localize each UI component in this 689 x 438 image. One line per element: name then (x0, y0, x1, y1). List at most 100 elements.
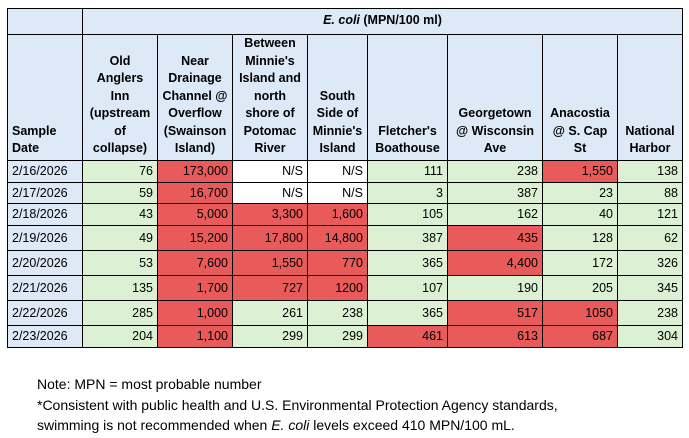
note-organism: E. coli (271, 417, 310, 433)
table-row: 2/22/2026 285 1,000 261 238 365 517 1050 238 (7, 299, 683, 326)
sample-date-cell: 2/19/2026 (7, 224, 83, 251)
ecoli-value-cell: 687 (542, 324, 618, 348)
column-header: Between Minnie's Island and north shore … (232, 34, 308, 161)
ecoli-value-cell: 365 (367, 249, 448, 276)
table-row: 2/19/2026 49 15,200 17,800 14,800 387 435 128 62 (7, 224, 683, 251)
ecoli-value-cell: 326 (617, 249, 683, 276)
ecoli-value-cell: 1,700 (157, 274, 233, 301)
ecoli-value-cell: 1,550 (542, 159, 618, 183)
sample-date-cell: 2/22/2026 (7, 299, 83, 326)
ecoli-value-cell: 111 (367, 159, 448, 183)
ecoli-value-cell: 53 (82, 249, 158, 276)
ecoli-value-cell: 387 (367, 224, 448, 251)
ecoli-value-cell: 238 (447, 159, 543, 183)
column-header: Fletcher's Boathouse (367, 34, 448, 161)
ecoli-value-cell: 23 (542, 181, 618, 204)
table-row: 2/23/2026 204 1,100 299 299 461 613 687 304 (7, 324, 683, 348)
ecoli-value-cell: 770 (307, 249, 368, 276)
sample-date-cell: 2/16/2026 (7, 159, 83, 183)
ecoli-value-cell: 1,000 (157, 299, 233, 326)
ecoli-value-cell: 16,700 (157, 181, 233, 204)
ecoli-value-cell: 387 (447, 181, 543, 204)
ecoli-value-cell: 1,600 (307, 202, 368, 226)
ecoli-value-cell: 5,000 (157, 202, 233, 226)
ecoli-value-cell: 107 (367, 274, 448, 301)
ecoli-value-cell: N/S (307, 181, 368, 204)
ecoli-value-cell: 261 (232, 299, 308, 326)
column-header: Near Drainage Channel @ Overflow (Swains… (157, 34, 233, 161)
footnote: Note: MPN = most probable number *Consis… (37, 374, 558, 436)
ecoli-value-cell: 299 (307, 324, 368, 348)
ecoli-value-cell: 62 (617, 224, 683, 251)
ecoli-value-cell: 7,600 (157, 249, 233, 276)
ecoli-value-cell: 1200 (307, 274, 368, 301)
column-header: Georgetown @ Wisconsin Ave (447, 34, 543, 161)
ecoli-value-cell: 205 (542, 274, 618, 301)
ecoli-value-cell: 76 (82, 159, 158, 183)
ecoli-value-cell: N/S (307, 159, 368, 183)
ecoli-value-cell: 105 (367, 202, 448, 226)
ecoli-value-cell: 190 (447, 274, 543, 301)
ecoli-value-cell: 135 (82, 274, 158, 301)
ecoli-value-cell: 3 (367, 181, 448, 204)
sample-date-cell: 2/20/2026 (7, 249, 83, 276)
ecoli-value-cell: N/S (232, 181, 308, 204)
ecoli-value-cell: 49 (82, 224, 158, 251)
group-header-organism: E. coli (323, 12, 360, 27)
group-header: E. coli (MPN/100 ml) (82, 8, 683, 35)
ecoli-value-cell: 517 (447, 299, 543, 326)
ecoli-value-cell: 59 (82, 181, 158, 204)
ecoli-value-cell: 121 (617, 202, 683, 226)
table-row: 2/21/2026 135 1,700 727 1200 107 190 205 345 (7, 274, 683, 301)
note-epa: *Consistent with public health and U.S. … (37, 396, 558, 413)
ecoli-value-cell: 304 (617, 324, 683, 348)
empty-corner-cell (7, 8, 83, 35)
ecoli-value-cell: 14,800 (307, 224, 368, 251)
group-header-unit: (MPN/100 ml) (359, 12, 442, 27)
ecoli-value-cell: 43 (82, 202, 158, 226)
sample-date-cell: 2/18/2026 (7, 202, 83, 226)
note-mpn: Note: MPN = most probable number (37, 376, 262, 392)
ecoli-value-cell: N/S (232, 159, 308, 183)
ecoli-value-cell: 461 (367, 324, 448, 348)
ecoli-value-cell: 365 (367, 299, 448, 326)
note-text: swimming is not recommended when (37, 417, 272, 433)
note-epa-cont: swimming is not recommended when E. coli… (37, 415, 558, 436)
table-row: 2/20/2026 53 7,600 1,550 770 365 4,400 172 326 (7, 249, 683, 276)
sample-date-cell: 2/21/2026 (7, 274, 83, 301)
ecoli-value-cell: 88 (617, 181, 683, 204)
ecoli-value-cell: 15,200 (157, 224, 233, 251)
ecoli-value-cell: 128 (542, 224, 618, 251)
ecoli-value-cell: 435 (447, 224, 543, 251)
ecoli-value-cell: 172 (542, 249, 618, 276)
ecoli-value-cell: 238 (617, 299, 683, 326)
ecoli-value-cell: 238 (307, 299, 368, 326)
ecoli-value-cell: 727 (232, 274, 308, 301)
ecoli-value-cell: 299 (232, 324, 308, 348)
column-header: South Side of Minnie's Island (307, 34, 368, 161)
ecoli-value-cell: 1,550 (232, 249, 308, 276)
ecoli-value-cell: 17,800 (232, 224, 308, 251)
table-row: 2/18/2026 43 5,000 3,300 1,600 105 162 40 121 (7, 202, 683, 226)
ecoli-value-cell: 285 (82, 299, 158, 326)
ecoli-value-cell: 204 (82, 324, 158, 348)
ecoli-value-cell: 1,100 (157, 324, 233, 348)
table-row: 2/16/2026 76 173,000 N/S N/S 111 238 1,550 138 (7, 159, 683, 183)
ecoli-value-cell: 345 (617, 274, 683, 301)
note-text: levels exceed 410 MPN/100 mL. (309, 417, 515, 433)
ecoli-value-cell: 40 (542, 202, 618, 226)
column-header: Old Anglers Inn (upstream of collapse) (82, 34, 158, 161)
ecoli-value-cell: 162 (447, 202, 543, 226)
ecoli-value-cell: 4,400 (447, 249, 543, 276)
sample-date-cell: 2/17/2026 (7, 181, 83, 204)
column-header: Sample Date (7, 34, 83, 161)
ecoli-value-cell: 1050 (542, 299, 618, 326)
sample-date-cell: 2/23/2026 (7, 324, 83, 348)
ecoli-value-cell: 3,300 (232, 202, 308, 226)
ecoli-value-cell: 138 (617, 159, 683, 183)
ecoli-table: E. coli (MPN/100 ml) Sample Date Old Angl… (7, 8, 683, 348)
column-header: Anacostia @ S. Cap St (542, 34, 618, 161)
ecoli-value-cell: 173,000 (157, 159, 233, 183)
ecoli-value-cell: 613 (447, 324, 543, 348)
table-row: 2/17/2026 59 16,700 N/S N/S 3 387 23 88 (7, 181, 683, 204)
